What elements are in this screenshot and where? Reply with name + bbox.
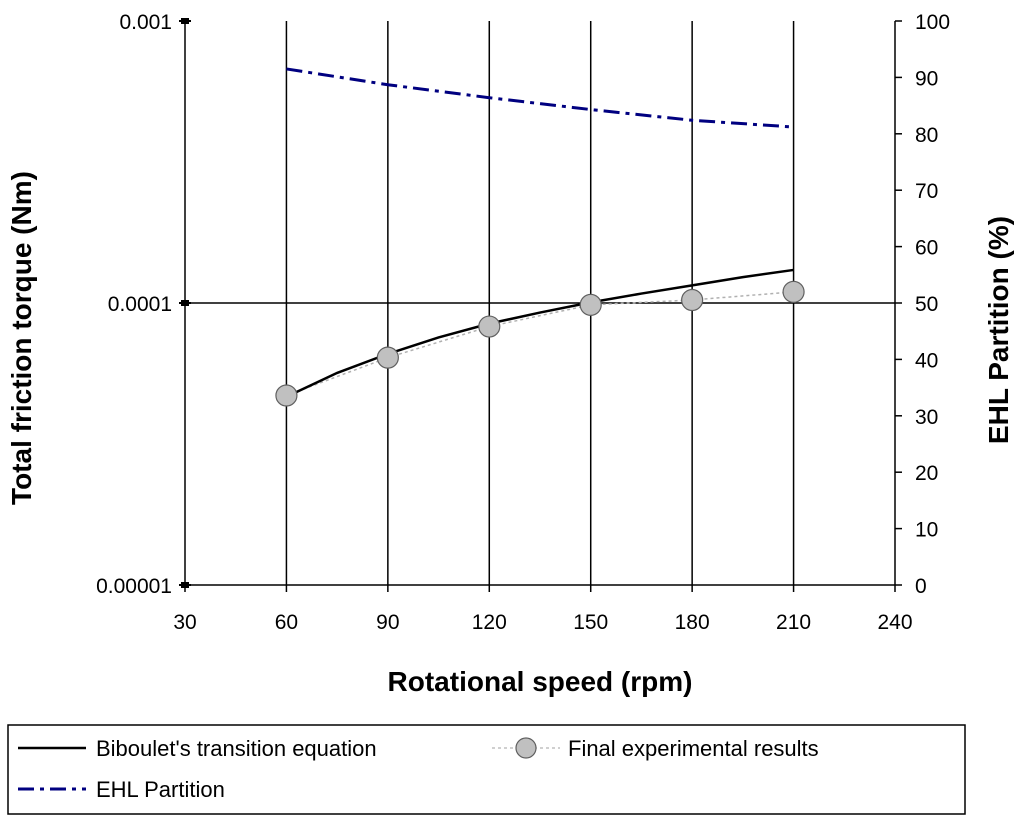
- x-tick-label-180: 180: [675, 611, 710, 634]
- y-right-tick-label-100: 100: [915, 11, 950, 34]
- x-tick-label-240: 240: [877, 611, 912, 634]
- y-left-tick-dot-0.0001: [181, 300, 189, 306]
- experimental-point-180: [681, 288, 704, 312]
- x-tick-label-30: 30: [173, 611, 196, 634]
- y-right-tick-label-40: 40: [915, 349, 938, 372]
- y-left-tick-label-0.00001: 0.00001: [96, 575, 172, 598]
- x-axis-title: Rotational speed (rpm): [388, 666, 693, 697]
- series-biboulet-line: [285, 268, 794, 398]
- y-left-tick-label-0.0001: 0.0001: [108, 293, 172, 316]
- x-tick-label-60: 60: [275, 611, 298, 634]
- y-right-tick-label-80: 80: [915, 124, 938, 147]
- experimental-point-210: [782, 280, 805, 303]
- y-axis-left-title: Total friction torque (Nm): [6, 171, 37, 505]
- y-right-tick-label-90: 90: [915, 67, 938, 90]
- y-right-tick-label-20: 20: [915, 462, 938, 485]
- y-right-tick-label-60: 60: [915, 237, 938, 260]
- series-experimental-line: [286, 291, 794, 397]
- grid-lines: [185, 21, 895, 585]
- legend: Biboulet's transition equation Final exp…: [7, 724, 966, 815]
- legend-label-experimental: Final experimental results: [568, 736, 819, 761]
- y-right-tick-label-0: 0: [915, 575, 927, 598]
- y-left-tick-dot-0.00001: [181, 582, 189, 588]
- x-tick-label-210: 210: [776, 611, 811, 634]
- y-right-tick-label-10: 10: [915, 519, 938, 542]
- experimental-point-60: [275, 384, 298, 407]
- series-ehl-line: [286, 67, 794, 129]
- series-layer: [275, 67, 805, 407]
- y-axis-left: 0.001 0.0001 0.00001: [96, 11, 191, 598]
- y-right-tick-label-30: 30: [915, 406, 938, 429]
- y-left-tick-dot-0.001: [181, 18, 189, 24]
- y-right-tick-label-70: 70: [915, 180, 938, 203]
- experimental-point-90: [376, 346, 399, 369]
- legend-swatch-experimental-marker: [515, 737, 537, 759]
- y-left-tick-label-0.001: 0.001: [119, 11, 172, 34]
- y-axis-right-title: EHL Partition (%): [983, 216, 1014, 444]
- x-tick-label-120: 120: [472, 611, 507, 634]
- legend-box: [7, 724, 966, 815]
- y-axis-right: 0 10 20 30 40 50 60 70 80 90 100: [895, 11, 950, 598]
- x-tick-label-150: 150: [573, 611, 608, 634]
- x-axis: 30 60 90 120 150 180 210 240: [173, 585, 913, 634]
- y-right-tick-label-50: 50: [915, 293, 938, 316]
- legend-label-biboulet: Biboulet's transition equation: [96, 736, 377, 761]
- x-tick-label-90: 90: [376, 611, 399, 634]
- experimental-point-120: [478, 315, 501, 338]
- legend-label-ehl: EHL Partition: [96, 777, 225, 802]
- experimental-point-150: [579, 293, 602, 316]
